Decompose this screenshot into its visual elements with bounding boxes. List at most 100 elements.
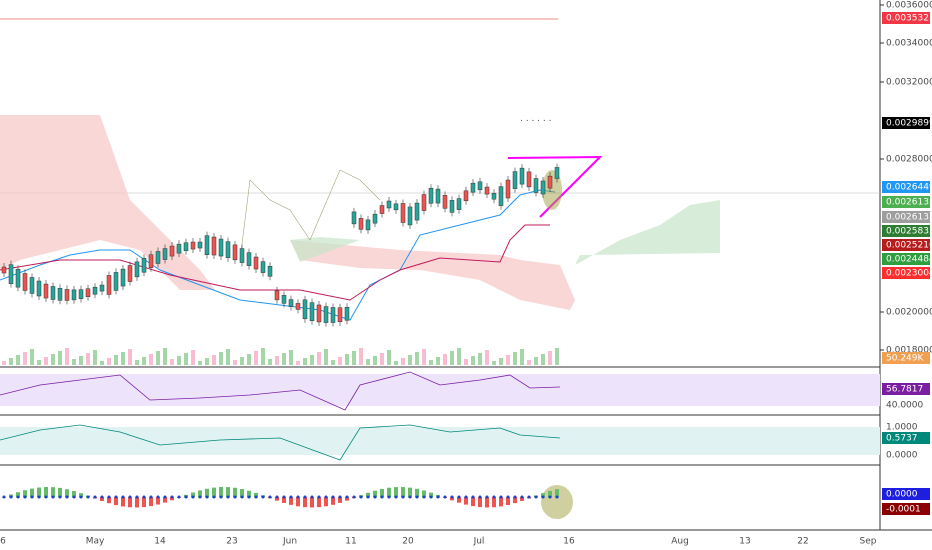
macd-dot [310, 495, 314, 499]
badge-bg [882, 488, 930, 500]
candle [379, 205, 385, 214]
macd-dot [212, 495, 216, 499]
volume-bar [16, 355, 20, 365]
candle [484, 186, 490, 195]
candle [183, 242, 189, 252]
candle [155, 251, 161, 264]
macd-bar [30, 488, 34, 498]
macd-dot [30, 495, 34, 499]
macd-dot [107, 495, 111, 499]
badge-text: 0.0000 [886, 490, 918, 500]
osc-lower: 0.0000 [886, 451, 918, 461]
macd-dot [198, 495, 202, 499]
badge-text: 0.00230049 [886, 269, 932, 279]
macd-bar [233, 487, 237, 498]
macd-bar [331, 497, 335, 505]
candle [15, 268, 21, 288]
badge-bg [882, 12, 930, 24]
volume-bar [2, 361, 6, 365]
time-label: 6 [0, 537, 6, 547]
candle [92, 286, 98, 295]
macd-bar [366, 492, 370, 498]
macd-bar [163, 497, 167, 503]
volume-bar [156, 351, 160, 365]
macd-dot [387, 495, 391, 499]
macd-bar [121, 497, 125, 507]
candle [288, 299, 294, 307]
candle [554, 167, 560, 179]
volume-bar [401, 358, 405, 365]
candle [428, 188, 434, 204]
macd-bar [464, 497, 468, 505]
macd-dot [2, 495, 6, 499]
macd-bar [219, 487, 223, 498]
macd-bar [289, 497, 293, 505]
candle [113, 272, 119, 291]
macd-bar [240, 489, 244, 498]
ichimoku-cloud-green [575, 200, 720, 265]
candle [253, 256, 259, 270]
candle [246, 252, 252, 266]
macd-dot [548, 495, 552, 499]
macd-bar [310, 497, 314, 508]
badge-bg [882, 432, 930, 444]
macd-bar [478, 497, 482, 508]
price-badge: -0.0001 [882, 503, 930, 515]
volume-bar [464, 359, 468, 365]
candle [169, 245, 175, 257]
time-label: 22 [797, 537, 808, 547]
volume-bar [555, 348, 559, 365]
macd-dot [268, 495, 272, 499]
macd-dot [436, 495, 440, 499]
dots: · · · · · · [520, 117, 551, 127]
volume-bar [233, 360, 237, 365]
candle [421, 194, 427, 211]
macd-bar [506, 497, 510, 506]
osc-line [0, 424, 561, 461]
macd-dot [233, 495, 237, 499]
volume-bar [149, 354, 153, 365]
time-label: Jul [473, 537, 485, 547]
macd-bar [247, 490, 251, 498]
ichimoku-cloud-red [0, 115, 215, 290]
time-label: May [86, 537, 105, 547]
macd-dot [44, 495, 48, 499]
badge-bg [882, 196, 930, 208]
price-badge: 50.249K [882, 352, 930, 364]
macd-dot [93, 495, 97, 499]
volume-bar [107, 358, 111, 365]
volume-bar [408, 355, 412, 365]
macd-bar [317, 497, 321, 508]
macd-bar [513, 497, 517, 504]
macd-dot [324, 495, 328, 499]
volume-bar [177, 356, 181, 365]
macd-dot [184, 495, 188, 499]
candle [64, 289, 70, 301]
volume-bar [443, 354, 447, 365]
badge-text: -0.0001 [886, 505, 921, 515]
time-label: 11 [345, 537, 356, 547]
macd-bar [79, 493, 83, 498]
volume-bar [184, 353, 188, 365]
macd-bar [51, 487, 55, 498]
macd-dot [408, 495, 412, 499]
volume-bar [23, 352, 27, 365]
candle [57, 288, 63, 301]
macd-bar [37, 487, 41, 498]
candle [1, 266, 7, 274]
badge-bg [882, 239, 930, 251]
candle [456, 198, 462, 210]
candle [400, 203, 406, 223]
volume-bar [44, 357, 48, 365]
macd-bar [23, 490, 27, 498]
macd-dot [457, 495, 461, 499]
macd-dot [261, 495, 265, 499]
candle [141, 257, 147, 273]
volume-bar [86, 353, 90, 365]
price-badge: 0.00230049 [882, 267, 932, 279]
macd-dot [240, 495, 244, 499]
volume-bar [198, 361, 202, 365]
macd-bar [65, 489, 69, 498]
volume-bar [121, 352, 125, 365]
